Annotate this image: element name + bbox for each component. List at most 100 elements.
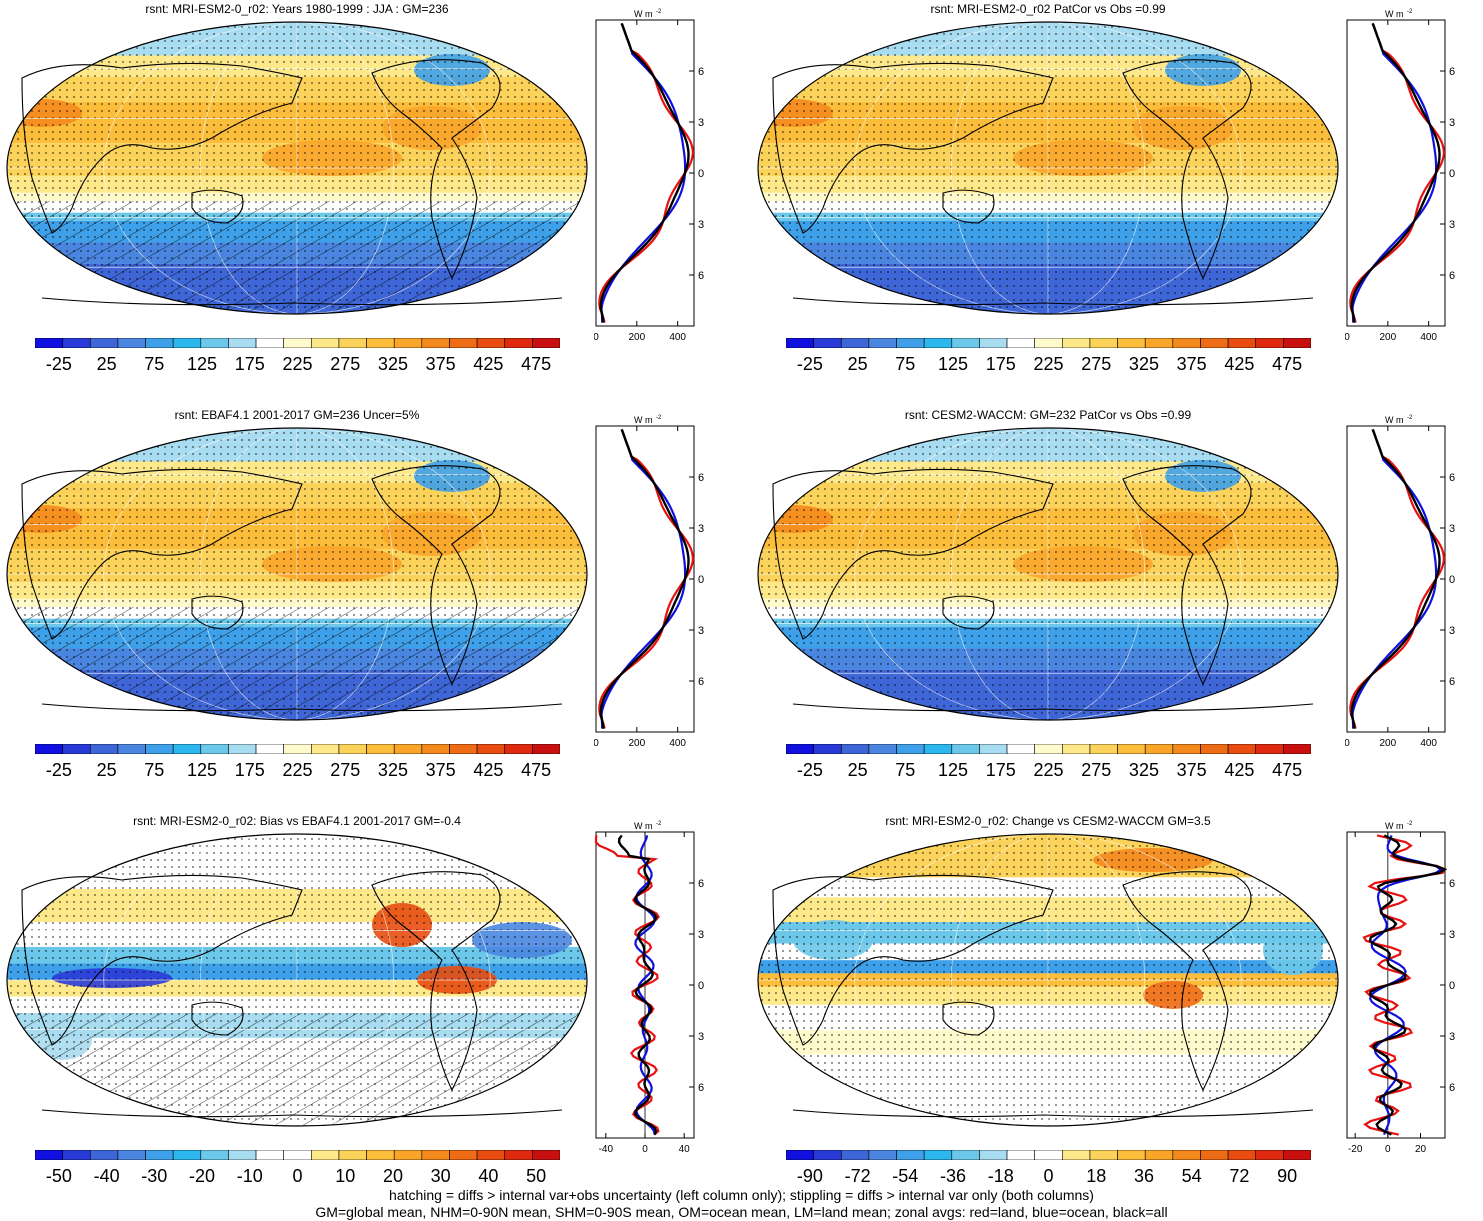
- colorbar-swatch: [117, 338, 146, 348]
- zonal-x-tick: 0: [1345, 332, 1350, 343]
- graticule-lon: [199, 834, 298, 1126]
- colorbar-label: 475: [1272, 354, 1303, 374]
- zonal-unit-sup: -2: [1407, 9, 1413, 15]
- colorbar-label: -50: [45, 1166, 72, 1186]
- zonal-unit-sup: -2: [656, 821, 662, 827]
- zonal-mean-plot: W m-2 60N 30N 0 30S 60S 0 200 400: [1345, 9, 1455, 343]
- zonal-line-land: [594, 835, 660, 1136]
- coastline: [191, 189, 244, 224]
- coastline: [1122, 59, 1252, 280]
- graticule-lon: [296, 834, 491, 1126]
- colorbar-swatch: [200, 1150, 229, 1160]
- map-feature: [783, 838, 903, 862]
- zonal-x-tick: 40: [679, 1144, 691, 1155]
- colorbar-label: -40: [93, 1166, 120, 1186]
- colorbar-swatch: [868, 744, 897, 754]
- colorbar-swatch: [1227, 744, 1257, 754]
- colorbar-swatch: [172, 1150, 202, 1160]
- coastline: [21, 62, 303, 234]
- colorbar-swatch: [172, 744, 202, 754]
- colorbar-label: -25: [45, 760, 72, 780]
- zonal-line-ocean: [634, 835, 656, 1135]
- panel-title: rsnt: MRI-ESM2-0_r02 PatCor vs Obs =0.99: [930, 2, 1166, 16]
- colorbar-label: 40: [478, 1166, 499, 1186]
- colorbar-swatch: [62, 1150, 91, 1160]
- colorbar-swatch: [1034, 1150, 1063, 1160]
- coastline: [21, 874, 303, 1046]
- colorbar-swatch: [145, 1150, 174, 1160]
- colorbar-swatch: [1117, 1150, 1146, 1160]
- colorbar-label: 375: [425, 354, 456, 374]
- coastline: [41, 297, 563, 306]
- colorbar-swatch: [366, 338, 395, 348]
- graticule-lon: [296, 22, 395, 314]
- colorbar-swatch: [786, 744, 814, 754]
- colorbar-swatch: [476, 338, 506, 348]
- colorbar-swatch: [840, 1150, 870, 1160]
- coastline: [41, 703, 563, 712]
- coastline: [772, 874, 1054, 1046]
- map-border: [6, 427, 588, 721]
- zonal-unit: W m: [634, 821, 653, 831]
- colorbar-swatch: [1062, 338, 1091, 348]
- colorbar-label: 36: [1133, 1166, 1154, 1186]
- colorbar-swatch: [283, 1150, 312, 1160]
- panel-p3: rsnt: EBAF4.1 2001-2017 GM=236 Uncer=5% -…: [2, 406, 722, 806]
- colorbar-label: 375: [1176, 354, 1207, 374]
- graticule-lon: [1047, 22, 1146, 314]
- colorbar-swatch: [1172, 338, 1201, 348]
- zonal-x-tick: -40: [599, 1144, 614, 1155]
- colorbar-swatch: [1034, 338, 1063, 348]
- colorbar-swatch: [311, 1150, 340, 1160]
- colorbar-label: 75: [144, 760, 165, 780]
- colorbar-swatch: [421, 338, 450, 348]
- colorbar-labels: -25 25 75 125 175 225 275 325 375 425 475: [35, 760, 560, 784]
- colorbar-label: -25: [796, 760, 823, 780]
- colorbar-swatch: [255, 338, 284, 348]
- colorbar-swatch: [1255, 338, 1284, 348]
- colorbar-swatch: [979, 338, 1008, 348]
- colorbar: [35, 338, 560, 348]
- zonal-unit-sup: -2: [1407, 415, 1413, 421]
- panel-title: rsnt: MRI-ESM2-0_r02: Bias vs EBAF4.1 20…: [133, 814, 461, 828]
- colorbar-swatch: [1117, 744, 1146, 754]
- colorbar-labels: -90 -72 -54 -36 -18 0 18 36 54 72 90: [786, 1166, 1311, 1190]
- graticule-lon: [296, 834, 395, 1126]
- colorbar-swatch: [1283, 744, 1311, 754]
- colorbar-swatch: [89, 1150, 119, 1160]
- colorbar-swatch: [979, 1150, 1008, 1160]
- colorbar-swatch: [896, 744, 925, 754]
- zonal-lat-label: 30S: [698, 1031, 704, 1043]
- colorbar-label: -25: [45, 354, 72, 374]
- colorbar-label: -54: [892, 1166, 919, 1186]
- colorbar-swatch: [145, 338, 174, 348]
- coastline: [792, 297, 1314, 306]
- graticule-lon: [1047, 428, 1242, 720]
- colorbar-swatch: [200, 338, 229, 348]
- colorbar-swatch: [172, 338, 202, 348]
- zonal-x-tick: 400: [1420, 332, 1437, 343]
- colorbar: [35, 1150, 560, 1160]
- colorbar-label: 325: [377, 760, 408, 780]
- colorbar-swatch: [393, 338, 423, 348]
- colorbar-swatch: [1006, 1150, 1035, 1160]
- colorbar-swatch: [813, 1150, 842, 1160]
- zonal-mean-plot: W m-2 60N 30N 0 30S 60S 0 200 400: [594, 9, 704, 343]
- colorbar: [786, 744, 1311, 754]
- graticule-lon: [1047, 428, 1146, 720]
- coastline: [191, 1001, 244, 1036]
- colorbar-label: -10: [236, 1166, 263, 1186]
- zonal-x-tick: 400: [1420, 738, 1437, 749]
- zonal-lat-label: 60N: [1449, 66, 1455, 78]
- colorbar-label: 25: [96, 760, 117, 780]
- colorbar-swatch: [228, 1150, 257, 1160]
- map-border: [757, 21, 1339, 315]
- coastline: [1122, 465, 1252, 686]
- panel-title: rsnt: EBAF4.1 2001-2017 GM=236 Uncer=5%: [174, 408, 420, 422]
- colorbar-swatch: [393, 744, 423, 754]
- colorbar-swatch: [62, 744, 91, 754]
- colorbar-label: 175: [234, 760, 265, 780]
- colorbar-label: 10: [335, 1166, 356, 1186]
- colorbar: [786, 338, 1311, 348]
- zonal-lat-label: 0: [698, 168, 704, 180]
